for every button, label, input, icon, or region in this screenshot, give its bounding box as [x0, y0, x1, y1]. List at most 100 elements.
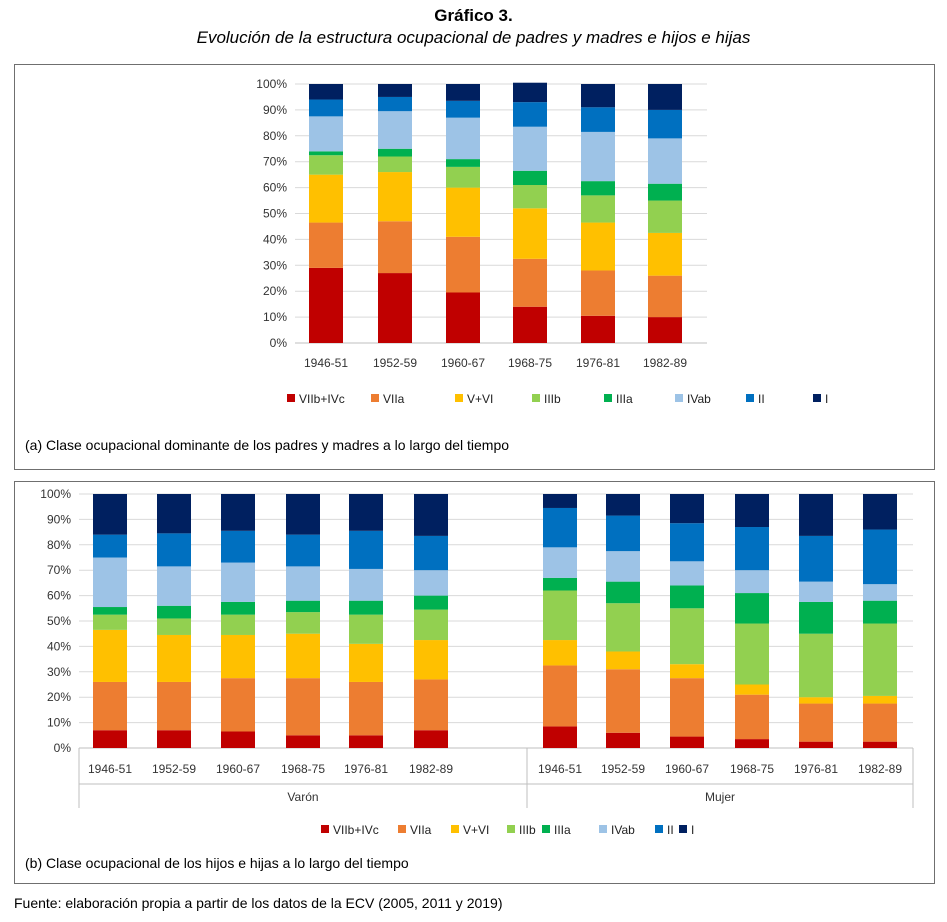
chart-a-bar-ii — [446, 100, 480, 118]
chart-a-bar-viia — [648, 275, 682, 318]
chart-b-legend-swatch-iiia — [542, 825, 550, 833]
chart-b-legend-label-iiia: IIIa — [554, 823, 571, 837]
chart-a-bar-ivab — [446, 117, 480, 160]
chart-b-x-tick-label: 1952-59 — [152, 762, 196, 776]
chart-b-y-tick-label: 30% — [47, 665, 71, 679]
chart-a-bar-viib-ivc — [513, 306, 547, 343]
chart-a-legend-label-i: I — [825, 392, 828, 406]
chart-b-bar-viib-ivc — [349, 735, 383, 748]
chart-b-bar-iiib — [349, 614, 383, 644]
chart-b-bar-iiib — [670, 608, 704, 665]
chart-a-bar-v-vi — [648, 232, 682, 276]
chart-b-bar-ii — [414, 535, 448, 571]
chart-b-x-tick-label: 1982-89 — [409, 762, 453, 776]
chart-b-group-label: Mujer — [705, 790, 735, 804]
chart-b-bar-iiia — [606, 581, 640, 604]
chart-b-bar-iiib — [157, 618, 191, 635]
chart-b-bar-iiia — [157, 605, 191, 619]
chart-a-bar-i — [513, 82, 547, 103]
chart-b-bar-iiib — [863, 623, 897, 696]
chart-a-legend-label-ivab: IVab — [687, 392, 711, 406]
chart-b-bar-iiia — [543, 577, 577, 591]
chart-a-bar-ii — [581, 107, 615, 132]
chart-a-bar-i — [309, 84, 343, 100]
chart-b-bar-ivab — [349, 568, 383, 601]
chart-b-bar-iiia — [799, 601, 833, 634]
chart-b-bar-ii — [863, 529, 897, 585]
chart-b-bar-i — [606, 494, 640, 516]
chart-a-svg: 0% 10% 20% 30% 40% 50% 60% 70% 80% 90% 100% 1946-51… — [256, 77, 828, 406]
chart-b-bar-v-vi — [93, 629, 127, 682]
panel-b-caption: (b) Clase ocupacional de los hijos e hij… — [25, 855, 409, 871]
chart-a-bar-iiib — [581, 195, 615, 223]
chart-b-bar-ivab — [606, 551, 640, 582]
chart-a-legend-swatch-ii — [746, 394, 754, 402]
chart-a-bar-viib-ivc — [309, 267, 343, 343]
chart-b-x-tick-label: 1946-51 — [88, 762, 132, 776]
chart-b-bar-ii — [606, 515, 640, 552]
chart-b-bar-ii — [670, 523, 704, 562]
chart-b-y-tick-label: 100% — [40, 487, 71, 501]
chart-b-bar-ivab — [93, 557, 127, 608]
chart-b-x-tick-label: 1946-51 — [538, 762, 582, 776]
chart-b-bar-viia — [606, 669, 640, 733]
chart-b-bar-viib-ivc — [606, 732, 640, 748]
chart-b-x-tick-label: 1976-81 — [344, 762, 388, 776]
chart-a-x-tick-label: 1952-59 — [373, 356, 417, 370]
chart-a-bar-viia — [446, 236, 480, 293]
chart-a-bar-v-vi — [309, 174, 343, 223]
chart-a-bar-viib-ivc — [581, 315, 615, 343]
chart-b-x-tick-label: 1960-67 — [216, 762, 260, 776]
chart-b-bar-v-vi — [157, 634, 191, 682]
chart-b-legend-label-viia: VIIa — [410, 823, 432, 837]
chart-b-y-tick-label: 80% — [47, 538, 71, 552]
chart-b-bar-ii — [221, 530, 255, 563]
chart-b-bar-viia — [286, 678, 320, 736]
chart-b-legend-label-ii: II — [667, 823, 674, 837]
chart-b-bar-iiia — [670, 585, 704, 609]
chart-b-y-tick-label: 20% — [47, 690, 71, 704]
chart-a-bar-v-vi — [513, 208, 547, 259]
chart-b-bar-ivab — [157, 566, 191, 606]
chart-a-bar-v-vi — [378, 172, 412, 222]
chart-a-y-tick-label: 100% — [256, 77, 287, 91]
chart-a-x-tick-label: 1982-89 — [643, 356, 687, 370]
chart-a-bar-ivab — [581, 131, 615, 182]
chart-a-bar-ivab — [309, 116, 343, 152]
chart-a-bar-iiib — [378, 156, 412, 173]
chart-a-x-tick-label: 1946-51 — [304, 356, 348, 370]
chart-a-bar-v-vi — [446, 187, 480, 237]
chart-b-bar-ivab — [414, 570, 448, 596]
chart-a-legend-label-iiib: IIIb — [544, 392, 561, 406]
chart-a-bar-iiib — [513, 185, 547, 209]
chart-b-bar-ii — [735, 527, 769, 571]
chart-a-bar-ivab — [648, 138, 682, 184]
chart-b-bar-v-vi — [863, 695, 897, 704]
chart-a-legend-label-iiia: IIIa — [616, 392, 633, 406]
chart-a-y-tick-label: 70% — [263, 155, 287, 169]
chart-b-bar-i — [799, 494, 833, 536]
chart-b-bar-iiia — [414, 595, 448, 610]
chart-b-bar-ii — [349, 530, 383, 569]
chart-b-bar-viib-ivc — [863, 741, 897, 748]
chart-b-bar-v-vi — [670, 664, 704, 679]
chart-a-y-tick-label: 50% — [263, 207, 287, 221]
chart-b-group-label: Varón — [287, 790, 318, 804]
chart-a-x-tick-label: 1976-81 — [576, 356, 620, 370]
chart-figure-subtitle: Evolución de la estructura ocupacional d… — [196, 28, 751, 47]
chart-b-bar-i — [543, 494, 577, 508]
chart-a-y-tick-label: 10% — [263, 310, 287, 324]
panel-b: 0% 10% 20% 30% 40% 50% 60% 70% 80% 90% 100% 1946-51… — [14, 481, 935, 884]
chart-b-bar-iiib — [221, 614, 255, 635]
chart-a-bar-ivab — [378, 111, 412, 149]
chart-b-legend-swatch-ii — [655, 825, 663, 833]
chart-b-legend-swatch-v-vi — [451, 825, 459, 833]
chart-a-bar-i — [648, 84, 682, 110]
chart-b-legend-swatch-viib-ivc — [321, 825, 329, 833]
chart-a-bar-viia — [378, 221, 412, 274]
chart-a-bar-viia — [581, 270, 615, 316]
panel-a: 0% 10% 20% 30% 40% 50% 60% 70% 80% 90% 100% 1946-51… — [14, 64, 935, 470]
chart-a-legend-label-v-vi: V+VI — [467, 392, 493, 406]
chart-figure-title: Gráfico 3. — [434, 6, 513, 25]
chart-a-bar-ii — [648, 109, 682, 139]
